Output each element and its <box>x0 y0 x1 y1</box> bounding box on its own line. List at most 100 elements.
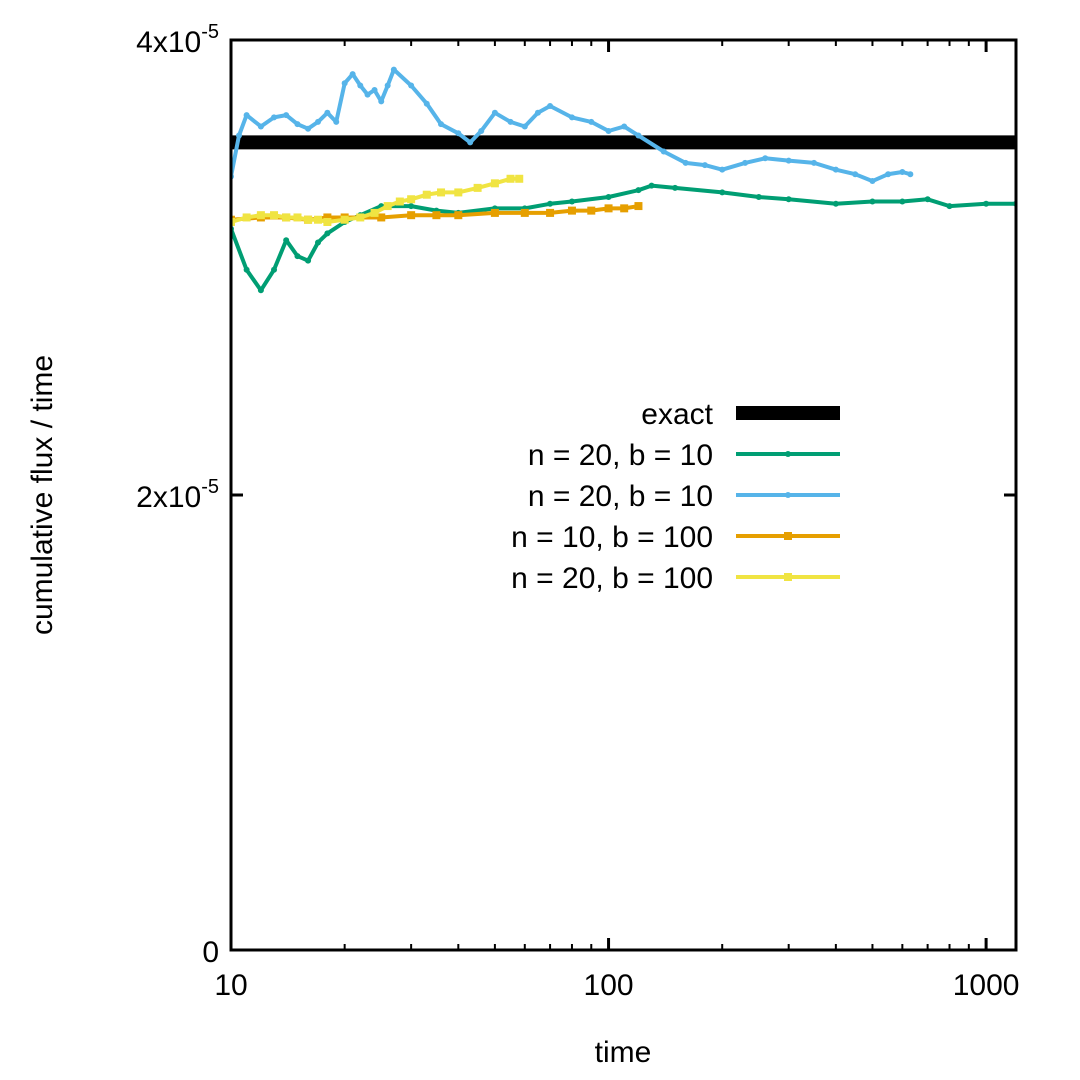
data-point <box>455 130 462 137</box>
data-point <box>408 203 415 210</box>
data-point <box>719 166 726 173</box>
data-point <box>437 188 446 197</box>
data-point <box>924 196 931 203</box>
data-point <box>547 200 554 207</box>
data-point <box>520 208 529 217</box>
x-axis: 10 100 1000 <box>214 40 1019 1002</box>
data-point <box>946 203 953 210</box>
data-point <box>648 182 655 189</box>
data-point <box>491 109 498 116</box>
data-point <box>869 178 876 185</box>
data-point <box>506 174 515 183</box>
data-point <box>315 239 322 246</box>
data-point <box>314 215 323 224</box>
data-point <box>605 128 612 134</box>
data-point <box>604 204 613 213</box>
data-point <box>349 71 356 78</box>
data-point <box>422 190 431 199</box>
data-point <box>356 213 365 222</box>
data-point <box>407 195 416 204</box>
data-point <box>762 155 769 162</box>
data-point <box>634 202 643 211</box>
data-point <box>243 266 250 273</box>
series-4 <box>231 174 524 226</box>
data-point <box>236 132 243 139</box>
y-tick-label: 0 <box>202 936 219 969</box>
legend-label: n = 20, b = 10 <box>528 439 713 472</box>
data-point <box>384 82 391 89</box>
series-layer <box>231 66 1016 294</box>
legend-label: n = 20, b = 10 <box>528 480 713 513</box>
y-axis-label: cumulative flux / time <box>26 355 59 635</box>
y-tick-label: 4x10-5 <box>136 21 219 59</box>
data-point <box>515 174 524 183</box>
data-point <box>621 123 628 130</box>
series-line <box>231 67 911 184</box>
data-point <box>852 171 859 178</box>
data-point <box>305 125 312 132</box>
data-point <box>256 211 265 220</box>
data-point <box>660 148 667 155</box>
data-point <box>567 206 576 215</box>
data-point <box>785 157 792 164</box>
legend-marker <box>784 573 792 581</box>
data-point <box>785 196 792 203</box>
data-point <box>490 208 499 217</box>
series-line <box>231 176 520 224</box>
data-point <box>407 211 416 220</box>
data-point <box>742 159 749 166</box>
series-1 <box>231 182 1016 294</box>
legend-label: n = 10, b = 100 <box>511 521 713 554</box>
data-point <box>490 179 499 188</box>
data-point <box>672 184 679 191</box>
data-point <box>885 171 892 178</box>
data-point <box>377 213 386 222</box>
data-point <box>293 213 302 222</box>
x-tick-label: 10 <box>214 969 247 1002</box>
data-point <box>547 102 554 109</box>
data-point <box>408 82 415 89</box>
data-point <box>454 188 463 197</box>
data-point <box>283 112 290 119</box>
data-point <box>257 287 264 294</box>
data-point <box>478 128 485 134</box>
data-point <box>568 114 575 121</box>
data-point <box>324 109 331 116</box>
legend-label: n = 20, b = 100 <box>511 562 713 595</box>
data-point <box>719 189 726 196</box>
data-point <box>423 100 430 107</box>
data-point <box>323 213 332 222</box>
data-point <box>242 213 251 222</box>
y-axis: 0 2x10-5 4x10-5 <box>136 21 1016 969</box>
data-point <box>315 118 322 125</box>
data-point <box>257 123 264 130</box>
data-point <box>294 121 301 128</box>
data-point <box>371 87 378 94</box>
data-point <box>869 198 876 205</box>
data-point <box>620 204 629 213</box>
legend-label: exact <box>641 398 713 431</box>
data-point <box>395 197 404 206</box>
data-point <box>682 159 689 166</box>
data-point <box>333 118 340 125</box>
data-point <box>701 162 708 169</box>
data-point <box>271 114 278 121</box>
data-point <box>364 91 371 98</box>
data-point <box>568 198 575 205</box>
x-axis-label: time <box>595 1036 652 1069</box>
data-point <box>305 257 312 264</box>
data-point <box>521 123 528 130</box>
data-point <box>810 159 817 166</box>
data-point <box>304 215 313 224</box>
data-point <box>983 200 990 207</box>
data-point <box>907 171 914 178</box>
data-point <box>432 211 441 220</box>
data-point <box>899 198 906 205</box>
legend-marker <box>785 451 791 457</box>
x-tick-label: 100 <box>584 969 634 1002</box>
data-point <box>357 82 364 89</box>
legend-marker <box>785 492 791 498</box>
data-point <box>438 121 445 128</box>
data-point <box>832 166 839 173</box>
data-point <box>282 213 291 222</box>
